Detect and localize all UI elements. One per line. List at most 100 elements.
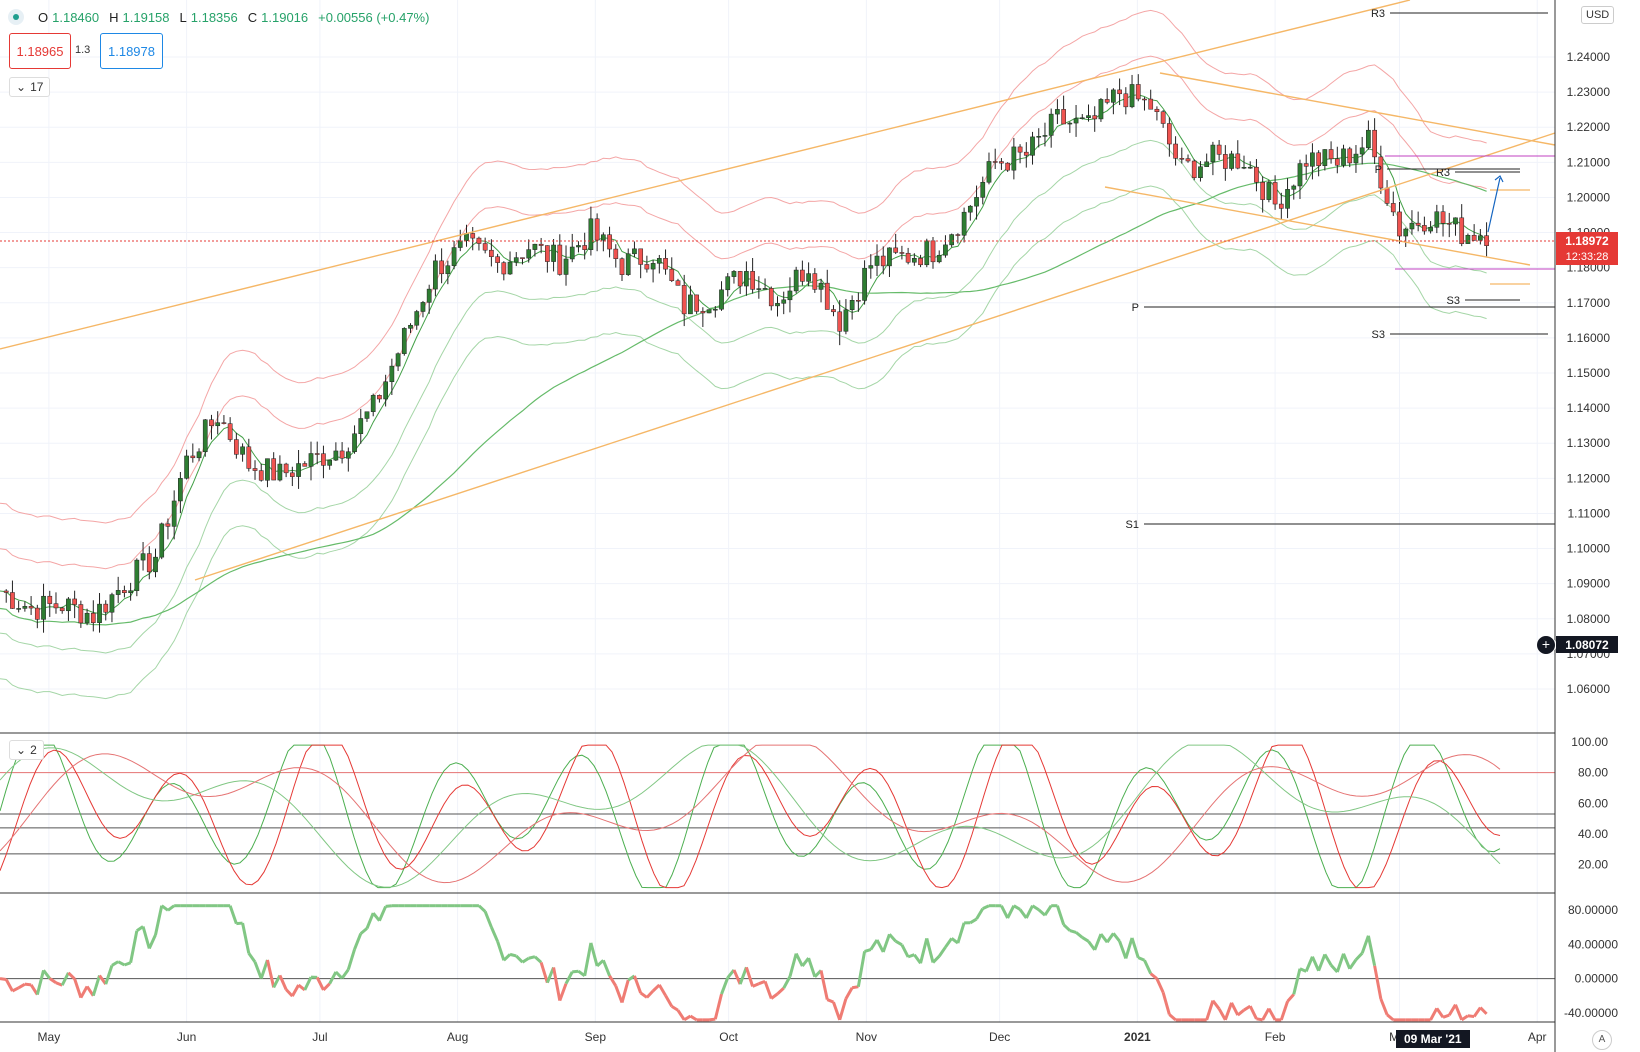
candle-body xyxy=(146,553,152,573)
buy-button[interactable]: 1.18978 xyxy=(100,33,163,69)
candle-body xyxy=(439,260,444,275)
candle-body xyxy=(339,450,345,459)
momentum-segment xyxy=(856,951,867,987)
sell-button[interactable]: 1.18965 xyxy=(9,33,71,69)
momentum-segment xyxy=(708,1017,716,1022)
momentum-segment xyxy=(1386,1013,1395,1022)
candle-body xyxy=(426,288,432,303)
momentum-segment xyxy=(1267,1007,1277,1021)
candle-body xyxy=(1204,161,1210,167)
candle-body xyxy=(1254,166,1259,183)
candle-body xyxy=(90,612,96,623)
price-tick-label: 1.17000 xyxy=(1567,296,1611,310)
channel-upper xyxy=(0,0,1411,350)
momentum-segment xyxy=(720,977,730,995)
candle-body xyxy=(899,252,905,254)
price-tick-label: 1.08000 xyxy=(1567,612,1611,626)
momentum-segment xyxy=(1435,1007,1445,1019)
stoch-k-line xyxy=(0,744,1501,889)
momentum-segment xyxy=(272,974,282,989)
candle-body xyxy=(582,245,588,250)
candle-body xyxy=(1310,152,1315,167)
candle-body xyxy=(619,258,625,275)
candle-body xyxy=(1148,98,1154,110)
pivot-label: S1 xyxy=(1126,519,1139,531)
candle-body xyxy=(352,433,357,452)
candle-body xyxy=(557,244,563,275)
candle-body xyxy=(725,276,731,291)
candle-body xyxy=(1409,222,1415,230)
candle-body xyxy=(16,608,22,610)
candle-body xyxy=(513,257,519,263)
symbol-status-icon[interactable] xyxy=(8,9,24,25)
price-tick-label: 1.09000 xyxy=(1567,577,1611,591)
momentum-segment xyxy=(1472,1006,1482,1018)
candle-body xyxy=(345,451,351,459)
price-tick-label: 1.21000 xyxy=(1567,155,1611,169)
pivot-label: P xyxy=(1132,302,1139,314)
auto-scale-button[interactable]: A xyxy=(1592,1030,1612,1050)
momentum-segment xyxy=(713,993,723,1020)
candle-body xyxy=(980,182,986,198)
add-alert-icon[interactable]: + xyxy=(1536,635,1556,655)
momentum-segment xyxy=(496,940,506,961)
osc-indicator-count: 2 xyxy=(30,743,37,757)
momentum-segment xyxy=(1149,972,1158,980)
price-tick-label: 1.24000 xyxy=(1567,50,1611,64)
candle-body xyxy=(1428,227,1433,232)
momentum-segment xyxy=(346,948,356,971)
momentum-segment xyxy=(1304,956,1314,972)
osc-indicators-toggle[interactable]: ⌄ 2 xyxy=(9,740,44,760)
candle-body xyxy=(153,556,158,573)
date-tick-label: Aug xyxy=(447,1030,468,1044)
momentum-segment xyxy=(763,980,773,1000)
candle-body xyxy=(1160,111,1166,124)
price-tick-label: 1.12000 xyxy=(1567,471,1611,485)
momentum-pane xyxy=(0,904,1555,1022)
momentum-segment xyxy=(359,927,368,935)
momentum-segment xyxy=(658,984,667,997)
candle-body xyxy=(868,265,874,269)
momentum-segment xyxy=(788,953,798,978)
momentum-segment xyxy=(1236,1008,1245,1017)
momentum-segment xyxy=(60,972,70,986)
candle-body xyxy=(420,302,426,312)
candle-body xyxy=(731,271,737,277)
momentum-segment xyxy=(291,984,300,997)
momentum-segment xyxy=(515,954,524,964)
momentum-segment xyxy=(1286,993,1295,1003)
candle-body xyxy=(401,328,407,354)
candle-body xyxy=(215,422,221,427)
candle-body xyxy=(1017,146,1023,153)
momentum-segment xyxy=(869,939,879,951)
indicators-toggle[interactable]: ⌄ 17 xyxy=(9,77,51,97)
momentum-segment xyxy=(353,933,363,950)
candle-body xyxy=(470,233,476,239)
stoch-d-line xyxy=(0,744,1501,889)
momentum-segment xyxy=(1354,952,1364,961)
momentum-segment xyxy=(1093,933,1103,951)
candle-body xyxy=(1167,123,1172,145)
momentum-segment xyxy=(1155,978,1165,993)
momentum-segment xyxy=(875,939,885,953)
candle-body xyxy=(1266,182,1272,200)
candle-body xyxy=(831,309,836,313)
candle-body xyxy=(109,594,115,613)
change-value: +0.00556 (+0.47%) xyxy=(318,9,430,25)
candle-body xyxy=(445,265,451,275)
candle-body xyxy=(1471,234,1477,241)
currency-label[interactable]: USD xyxy=(1581,6,1615,24)
candle-body xyxy=(1260,182,1266,200)
candle-body xyxy=(3,590,9,593)
momentum-segment xyxy=(1335,953,1345,973)
candles xyxy=(3,74,1489,633)
candle-body xyxy=(296,463,301,477)
momentum-segment xyxy=(838,998,848,1021)
candle-body xyxy=(115,590,121,595)
candle-body xyxy=(1030,136,1035,156)
momentum-segment xyxy=(11,986,20,993)
candle-body xyxy=(961,211,967,236)
candle-body xyxy=(551,244,556,262)
momentum-segment xyxy=(1454,1004,1464,1021)
